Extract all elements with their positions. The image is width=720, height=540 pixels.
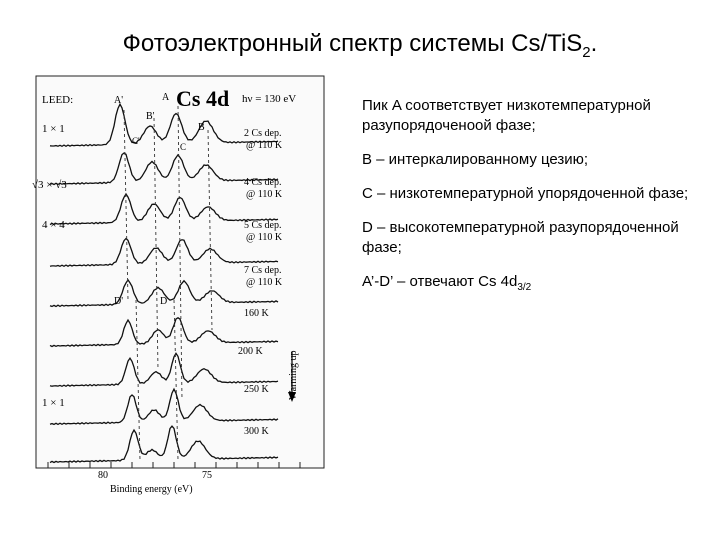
peak-label-a-prime: A' [114, 95, 123, 106]
axis-ticks [47, 462, 301, 468]
spectrum-curve [49, 352, 279, 388]
photoemission-spectrum-figure: LEED: 1 × 1 √3 × √3 4 × 4 1 × 1 Cs 4d hν… [28, 70, 328, 500]
spectrum-curve [49, 425, 279, 464]
slide-title-end: . [590, 30, 598, 57]
peak-guide-line [173, 299, 179, 461]
curve-label-3-line-2: @ 110 K [246, 277, 283, 288]
spectrum-curve [49, 192, 279, 226]
slide-title: Фотоэлектронный спектр системы Cs/TiS2. [0, 30, 720, 61]
peak-guide-line [123, 109, 129, 301]
curve-label-4: 160 K [244, 308, 270, 319]
spectrum-curve [49, 278, 279, 308]
peak-label-d: D [160, 296, 167, 307]
curve-label-1-line-2: @ 110 K [246, 189, 283, 200]
note-peak-a: Пик A соответствует низкотемпературной р… [362, 97, 651, 134]
peak-label-c: C [180, 142, 186, 152]
spectrum-curve [49, 317, 279, 348]
note-peak-b: B – интеркалированному цезию; [362, 151, 589, 168]
note-primed-subscript: 3/2 [517, 282, 532, 293]
x-tick-75: 75 [202, 470, 212, 481]
peak-label-c-prime: C' [132, 136, 140, 146]
spectrum-curve [49, 387, 279, 426]
spectrum-curve [49, 237, 279, 268]
peak-guide-line [153, 117, 159, 371]
x-axis-label: Binding energy (eV) [110, 484, 193, 495]
peak-label-b-prime: B' [146, 111, 155, 122]
curve-label-5: 200 K [238, 346, 264, 357]
peak-label-d-prime: D' [114, 296, 123, 307]
spectrum-curves [49, 102, 279, 464]
slide-title-text: Фотоэлектронный спектр системы Cs/TiS [122, 30, 583, 57]
notes-panel: Пик A соответствует низкотемпературной р… [362, 96, 702, 312]
peak-label-a: A [162, 92, 170, 103]
curve-label-1: 4 Cs dep. @ 110 K [244, 177, 283, 200]
warming-up-arrow-head [288, 392, 296, 402]
peak-guide-line [135, 299, 141, 461]
peak-guide-lines [123, 105, 213, 461]
leed-label: LEED: [42, 94, 73, 106]
curve-label-3: 7 Cs dep. @ 110 K [244, 265, 283, 288]
note-primed-peaks: A’-D’ – отвечают Cs 4d3/2 [362, 272, 702, 298]
warming-up-label: Warming up [288, 351, 299, 400]
photon-energy: hν = 130 eV [242, 93, 296, 105]
curve-label-2-line-2: @ 110 K [246, 232, 283, 243]
curve-label-0-line-2: @ 110 K [246, 140, 283, 151]
spectrum-svg: LEED: 1 × 1 √3 × √3 4 × 4 1 × 1 Cs 4d hν… [32, 75, 325, 495]
curve-label-3-line-1: 7 Cs dep. [244, 265, 282, 276]
peak-guide-line [177, 105, 183, 401]
x-tick-80: 80 [98, 470, 108, 481]
note-peak-c: C – низкотемпературной упорядоченной фаз… [362, 185, 689, 202]
spectrum-curve [49, 152, 279, 186]
slide-title-subscript: 2 [582, 43, 591, 61]
spectrum-curve [49, 102, 279, 148]
note-peak-d: D – высокотемпературной разупорядоченной… [362, 219, 679, 256]
leed-pattern-4x4: 4 × 4 [42, 219, 65, 231]
curve-label-2-line-1: 5 Cs dep. [244, 220, 282, 231]
leed-pattern-1x1: 1 × 1 [42, 123, 65, 135]
curve-label-6: 250 K [244, 384, 270, 395]
curve-label-0-line-1: 2 Cs dep. [244, 128, 282, 139]
curve-label-2: 5 Cs dep. @ 110 K [244, 220, 283, 243]
peak-label-b: B [198, 122, 205, 133]
leed-pattern-root3: √3 × √3 [32, 179, 67, 191]
curve-label-7: 300 K [244, 426, 270, 437]
curve-label-1-line-1: 4 Cs dep. [244, 177, 282, 188]
figure-title: Cs 4d [176, 86, 229, 111]
curve-label-0: 2 Cs dep. @ 110 K [244, 128, 283, 151]
leed-pattern-1x1-bottom: 1 × 1 [42, 397, 65, 409]
note-primed-text: A’-D’ – отвечают Cs 4d [362, 273, 518, 290]
